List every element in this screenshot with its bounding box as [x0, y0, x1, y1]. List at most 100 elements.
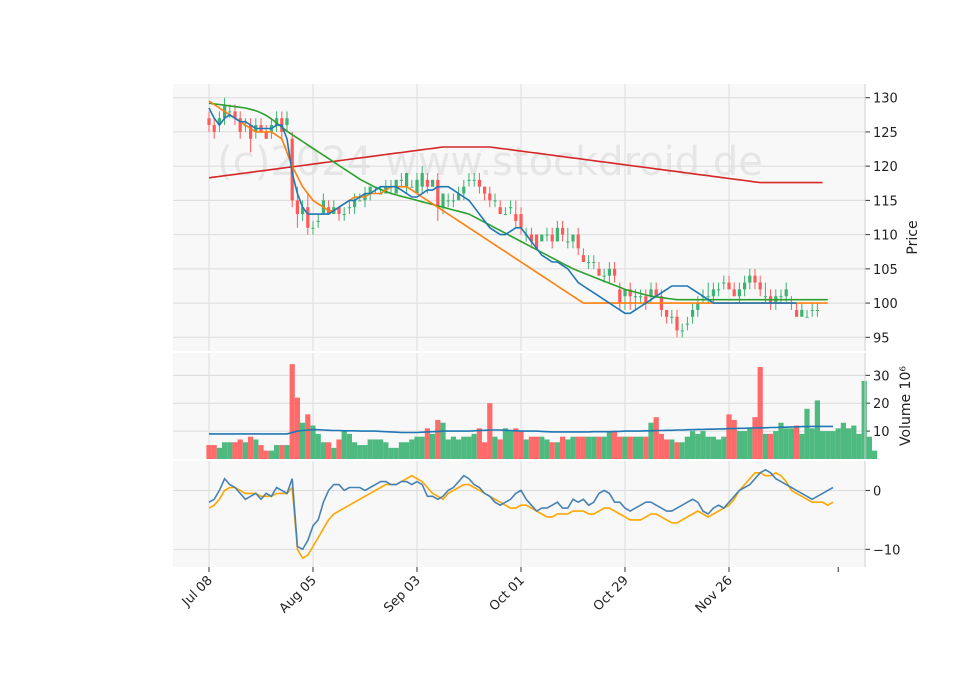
volume-bar: [591, 436, 597, 459]
volume-bar: [284, 445, 290, 459]
volume-bar: [773, 431, 779, 459]
volume-bar: [632, 436, 638, 459]
volume-bar: [804, 408, 810, 459]
price-panel-background: [173, 84, 865, 351]
volume-bar: [814, 400, 820, 459]
candle-body: [753, 275, 757, 283]
x-axis-tick-label: Nov 26: [693, 573, 736, 616]
candle-body: [347, 207, 351, 209]
volume-bar: [856, 433, 862, 459]
volume-bar: [336, 439, 342, 459]
price-axis-tick-label: 130: [873, 92, 898, 107]
x-axis-tick-label: Aug 05: [277, 573, 320, 616]
volume-bar: [705, 436, 711, 459]
volume-bar: [216, 447, 222, 459]
candle-body: [415, 179, 419, 194]
volume-bar: [549, 442, 555, 459]
volume-bar: [570, 436, 576, 459]
candle-body: [342, 214, 346, 216]
candle-body: [711, 289, 715, 297]
volume-bar: [534, 436, 540, 459]
volume-bar: [638, 436, 644, 459]
volume-axis-tick-label: 30: [873, 369, 890, 384]
x-axis-tick-label: Jul 08: [179, 573, 216, 610]
volume-bar: [622, 436, 628, 459]
candle-body: [654, 289, 658, 297]
candle-body: [249, 125, 253, 139]
candle-body: [727, 282, 731, 290]
candle-body: [795, 309, 799, 317]
volume-bar: [388, 447, 394, 459]
candle-body: [571, 234, 575, 242]
candle-body: [295, 200, 299, 215]
volume-bar: [627, 436, 633, 459]
price-axis-tick-label: 105: [873, 263, 898, 278]
volume-bar: [752, 417, 758, 459]
volume-bar: [648, 422, 654, 459]
candle-body: [566, 241, 570, 243]
x-axis-tick-label: Oct 01: [487, 573, 528, 614]
volume-bar: [430, 433, 436, 459]
volume-bar: [861, 380, 867, 459]
candle-body: [602, 275, 606, 277]
candle-body: [623, 289, 627, 297]
candle-body: [316, 220, 320, 222]
volume-bar: [674, 442, 680, 459]
volume-axis-tick-label: 10: [873, 425, 890, 440]
volume-bar: [435, 419, 441, 459]
volume-bar: [799, 433, 805, 459]
candle-body: [228, 111, 232, 113]
volume-bar: [419, 436, 425, 459]
volume-bar: [222, 442, 228, 459]
volume-bar: [393, 447, 399, 459]
candle-body: [763, 296, 767, 298]
candle-body: [275, 118, 279, 126]
volume-bar: [315, 433, 321, 459]
candle-body: [488, 193, 492, 201]
candle-body: [628, 289, 632, 297]
x-axis-tick-label: Sep 03: [381, 573, 424, 616]
volume-bar: [258, 445, 264, 459]
volume-bar: [476, 428, 482, 459]
volume-bar: [726, 414, 732, 459]
candle-body: [743, 282, 747, 290]
candle-body: [441, 193, 445, 208]
volume-ma-line: [209, 425, 833, 435]
candle-body: [493, 200, 497, 202]
ma-short-line: [208, 107, 797, 315]
candle-body: [311, 227, 315, 229]
volume-bar: [778, 422, 784, 459]
candle-body: [691, 309, 695, 317]
volume-bar: [409, 439, 415, 459]
volume-bar: [398, 442, 404, 459]
volume-bar: [762, 433, 768, 459]
volume-bar: [544, 439, 550, 459]
volume-bar: [513, 428, 519, 459]
volume-bar: [731, 419, 737, 459]
candle-body: [405, 173, 409, 187]
candle-body: [597, 268, 601, 276]
candle-body: [592, 262, 596, 263]
candle-body: [607, 268, 611, 276]
volume-bar: [612, 431, 618, 459]
volume-bar: [305, 414, 311, 459]
volume-bar: [575, 436, 581, 459]
volume-bar: [565, 439, 571, 459]
candle-body: [805, 316, 809, 318]
volume-bar: [820, 431, 826, 459]
macd-panel-background: [173, 461, 865, 567]
volume-bar: [757, 366, 763, 459]
candle-body: [514, 214, 518, 221]
volume-bar: [492, 436, 498, 459]
candle-body: [212, 125, 216, 132]
volume-bar: [700, 431, 706, 459]
candle-body: [337, 207, 341, 215]
candle-body: [217, 118, 221, 126]
volume-bar: [253, 439, 259, 459]
volume-bar: [747, 428, 753, 459]
volume-bar: [502, 428, 508, 459]
volume-bar: [289, 364, 295, 459]
candle-body: [665, 309, 669, 317]
